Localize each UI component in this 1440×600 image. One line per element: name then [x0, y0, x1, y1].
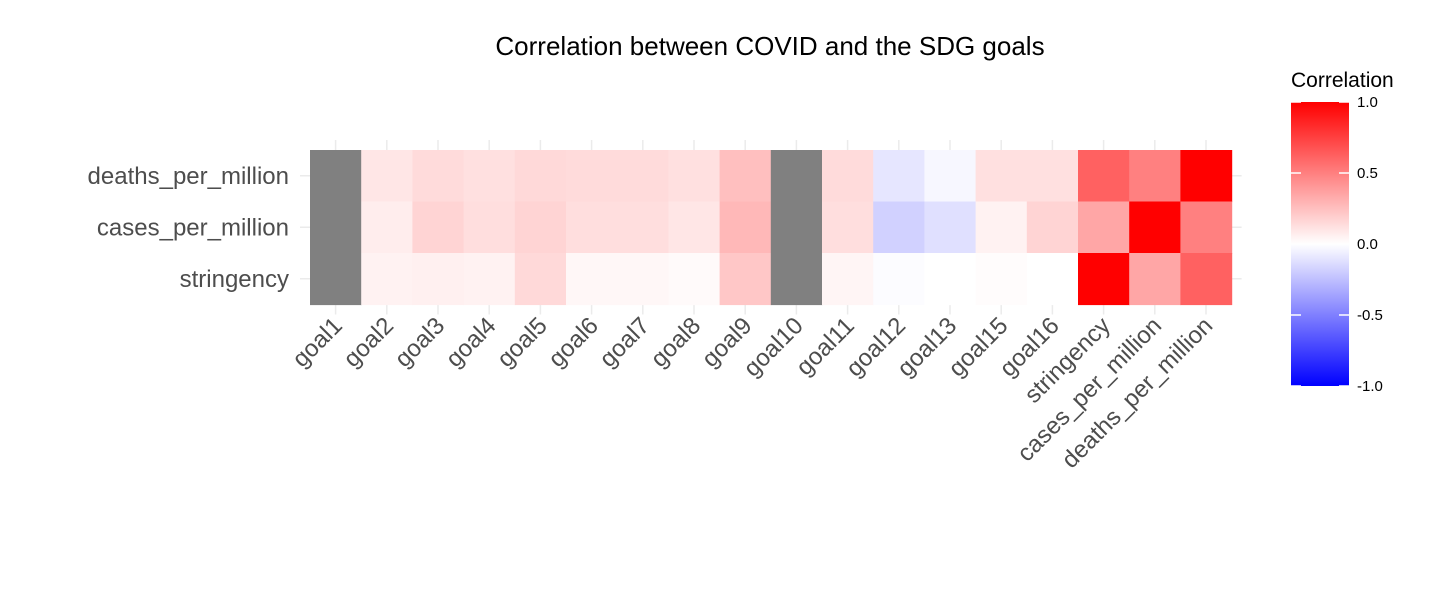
legend-title: Correlation — [1291, 69, 1394, 92]
heatmap-cell — [412, 150, 465, 203]
x-tick-label: goal1 — [287, 312, 348, 373]
x-tick-label: goal7 — [594, 312, 655, 373]
heatmap-cell — [361, 150, 413, 203]
heatmap-cell — [924, 201, 977, 254]
heatmap-cell — [310, 201, 362, 254]
legend-tick-label: -1.0 — [1357, 378, 1383, 395]
heatmap-cell — [719, 253, 772, 306]
x-tick-label: goal4 — [441, 312, 502, 373]
heatmap-cell — [1180, 253, 1233, 306]
heatmap-cell — [566, 201, 618, 254]
x-tick-label: goal3 — [390, 312, 451, 373]
heatmap-cell — [975, 201, 1028, 254]
heatmap-cell — [310, 253, 362, 306]
heatmap-cell — [668, 253, 721, 306]
heatmap-cell — [514, 253, 567, 306]
heatmap-cell — [463, 201, 516, 254]
heatmap-cell — [975, 150, 1028, 203]
chart-title: Correlation between COVID and the SDG go… — [495, 31, 1044, 61]
heatmap-cell — [719, 150, 772, 203]
heatmap-cell — [873, 253, 925, 306]
heatmap-cell — [770, 150, 823, 203]
heatmap-cell — [668, 201, 721, 254]
legend-tick-label: -0.5 — [1357, 307, 1383, 324]
heatmap-cell — [566, 150, 618, 203]
heatmap-cell — [514, 150, 567, 203]
heatmap-cell — [361, 201, 413, 254]
x-tick-label: goal10 — [739, 312, 809, 382]
heatmap-cell — [514, 201, 567, 254]
y-tick-label: stringency — [180, 266, 289, 293]
heatmap-cell — [361, 253, 413, 306]
legend-tick-label: 0.0 — [1357, 236, 1378, 253]
heatmap-cell — [1129, 201, 1181, 254]
heatmap-cell — [924, 150, 977, 203]
heatmap-cell — [1078, 201, 1130, 254]
color-legend: Correlation 1.0 0.5 0.0 -0.5 -1.0 — [1291, 69, 1394, 395]
heatmap-cell — [770, 201, 823, 254]
x-tick-label: goal6 — [543, 312, 604, 373]
heatmap-cell — [1129, 150, 1181, 203]
heatmap-cell — [617, 253, 669, 306]
heatmap-cell — [566, 253, 618, 306]
heatmap-cell — [1180, 201, 1233, 254]
x-tick-label: goal8 — [646, 312, 707, 373]
legend-ticks: 1.0 0.5 0.0 -0.5 -1.0 — [1291, 94, 1383, 395]
legend-tick-label: 0.5 — [1357, 165, 1378, 182]
heatmap-cells — [310, 150, 1233, 306]
heatmap-cell — [1078, 150, 1130, 203]
heatmap-cell — [412, 201, 465, 254]
heatmap-cell — [822, 201, 874, 254]
y-tick-label: cases_per_million — [97, 214, 289, 241]
heatmap-cell — [719, 201, 772, 254]
heatmap-cell — [924, 253, 977, 306]
y-tick-label: deaths_per_million — [88, 163, 289, 190]
heatmap-cell — [1026, 201, 1079, 254]
heatmap-cell — [1180, 150, 1233, 203]
heatmap-cell — [617, 201, 669, 254]
heatmap-cell — [770, 253, 823, 306]
heatmap-cell — [822, 150, 874, 203]
heatmap-cell — [310, 150, 362, 203]
heatmap-cell — [975, 253, 1028, 306]
heatmap-cell — [873, 150, 925, 203]
legend-tick-label: 1.0 — [1357, 94, 1378, 111]
heatmap-cell — [873, 201, 925, 254]
heatmap-cell — [412, 253, 465, 306]
x-tick-label: goal2 — [338, 312, 399, 373]
heatmap-cell — [1129, 253, 1181, 306]
heatmap-cell — [1026, 150, 1079, 203]
heatmap-cell — [1078, 253, 1130, 306]
x-axis-labels: goal1goal2goal3goal4goal5goal6goal7goal8… — [287, 312, 1218, 474]
x-tick-label: goal5 — [492, 312, 553, 373]
heatmap-cell — [822, 253, 874, 306]
heatmap-cell — [463, 253, 516, 306]
heatmap-cell — [1026, 253, 1079, 306]
heatmap-cell — [668, 150, 721, 203]
heatmap-cell — [463, 150, 516, 203]
y-axis-labels: deaths_per_million cases_per_millionstrin… — [88, 163, 289, 293]
heatmap-cell — [617, 150, 669, 203]
